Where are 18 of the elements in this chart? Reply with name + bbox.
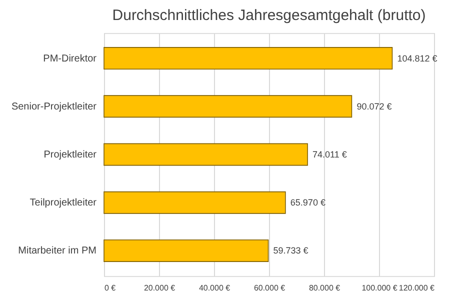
data-label: 90.072 € (356, 101, 392, 112)
data-label: 65.970 € (290, 198, 326, 208)
x-tick-label: 120.000 € (398, 284, 436, 292)
x-tick-label: 0 € (104, 284, 116, 292)
x-tick-label: 100.000 € (362, 284, 398, 292)
y-tick-label: Mitarbeiter im PM (18, 246, 96, 257)
x-tick-label: 40.000 € (198, 284, 231, 292)
data-label: 59.733 € (273, 246, 308, 256)
x-tick-label: 60.000 € (254, 284, 286, 292)
y-tick-label: Projektleiter (44, 150, 98, 160)
y-tick-label: PM-Direktor (43, 53, 98, 64)
y-tick-label: Teilprojektleiter (30, 198, 98, 209)
y-tick-label: Senior-Projektleiter (11, 101, 98, 112)
chart-title: Durchschnittliches Jahresgesamtgehalt (brutto) (112, 7, 426, 24)
x-tick-label: 20.000 € (144, 284, 176, 292)
data-label: 104.812 € (397, 53, 438, 64)
data-label: 74.011 € (312, 150, 347, 160)
x-tick-label: 80.000 € (308, 284, 341, 292)
